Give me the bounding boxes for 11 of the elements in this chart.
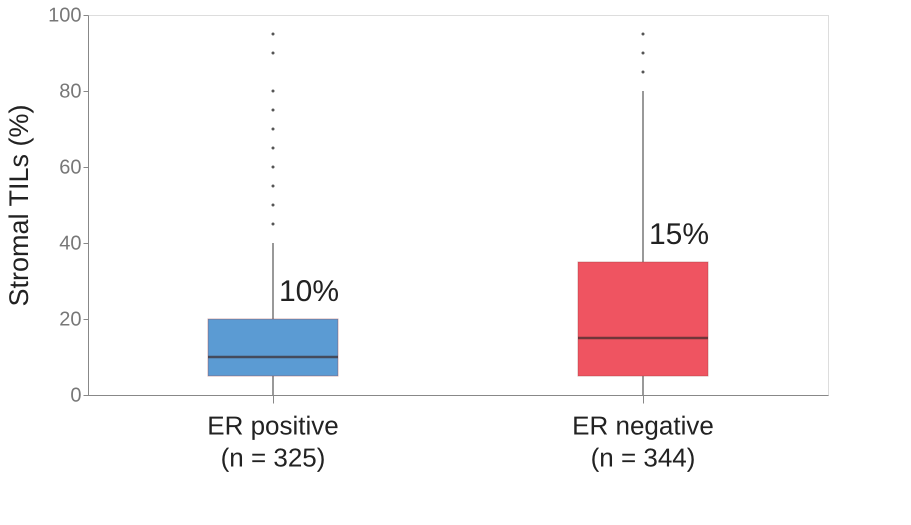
y-tick-label: 80: [59, 80, 82, 102]
x-tick-label: ER positive (n = 325): [207, 410, 339, 472]
y-tick-label: 20: [59, 308, 82, 330]
annotation: 10%: [279, 275, 340, 308]
y-tick-label: 60: [59, 156, 82, 178]
x-tick-label: ER negative (n = 344): [572, 410, 714, 472]
y-tick-label: 0: [70, 384, 82, 406]
y-axis-title: Stromal TILs (%): [4, 104, 34, 307]
annotation: 15%: [649, 218, 710, 251]
y-tick-label: 100: [48, 4, 82, 26]
y-tick-label: 40: [59, 232, 82, 254]
